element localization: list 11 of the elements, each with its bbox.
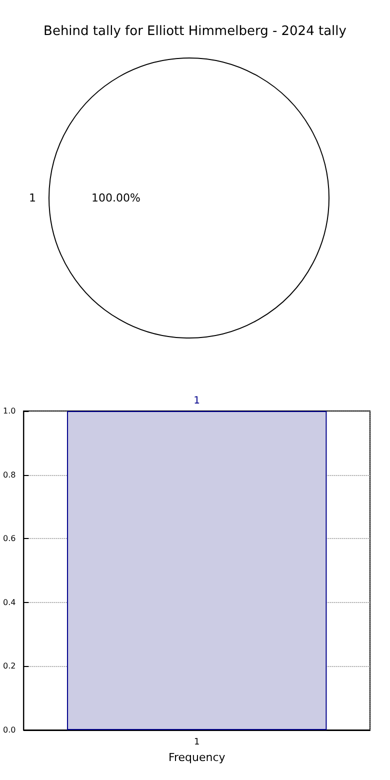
y-tick-label: 0.4 (2, 598, 16, 607)
data-label: 100.00% (92, 192, 140, 204)
y-tick-label: 0.6 (2, 534, 16, 544)
x-axis-title: Frequency (168, 750, 226, 764)
chart-title: Behind tally for Elliott Himmelberg - 2024 tally (44, 24, 347, 39)
y-tick-label: 0.2 (2, 662, 16, 671)
y-tick-label: 1.0 (2, 406, 16, 416)
y-tick-label: 0.8 (2, 470, 16, 480)
y-tick-label: 0.0 (2, 726, 16, 734)
data-label: 1 (194, 396, 200, 406)
slice-label: 1 (29, 192, 36, 204)
